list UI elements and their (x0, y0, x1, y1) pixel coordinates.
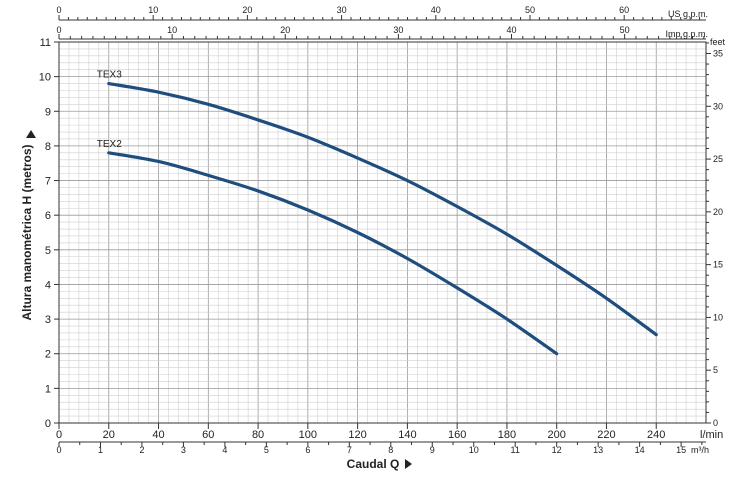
top-us-tick-label: 10 (148, 5, 158, 15)
bottom-m3h-tick-label: 11 (511, 445, 520, 455)
y-tick-label: 0 (45, 418, 51, 430)
y-tick-label: 10 (39, 72, 51, 84)
x-tick-label: 20 (103, 429, 115, 441)
top-us-unit: US g.p.m. (668, 9, 708, 19)
top-us-tick-label: 40 (431, 5, 441, 15)
right-feet-tick-label: 35 (713, 48, 723, 58)
series-line-tex3 (107, 81, 658, 337)
top-us-tick-label: 0 (56, 5, 61, 15)
x-tick-label: 40 (152, 429, 164, 441)
x-tick-label: 140 (398, 429, 416, 441)
bottom-m3h-tick-label: 12 (552, 445, 562, 455)
series (107, 81, 658, 356)
y-tick-label: 5 (45, 245, 51, 257)
y-tick-label: 3 (45, 314, 51, 326)
bottom-m3h-tick-label: 7 (347, 445, 352, 455)
y-tick-label: 7 (45, 176, 51, 188)
x-tick-label: 60 (202, 429, 214, 441)
right-feet-tick-label: 30 (713, 101, 723, 111)
top-imp-tick-label: 30 (393, 25, 403, 35)
x-tick-label: 0 (56, 429, 62, 441)
bottom-m3h-tick-label: 13 (593, 445, 603, 455)
y-axis-arrow-icon (26, 130, 36, 138)
right-feet-tick-label: 0 (713, 418, 718, 428)
right-feet-tick-label: 10 (713, 312, 723, 322)
right-feet-tick-label: 15 (713, 260, 723, 270)
y-tick-label: 11 (40, 37, 51, 49)
bottom-m3h-tick-label: 2 (139, 445, 144, 455)
bottom-m3h-tick-label: 9 (430, 445, 435, 455)
right-feet-unit: feet (710, 37, 726, 47)
series-label-tex3: TEX3 (97, 70, 122, 81)
x-tick-label: 100 (299, 429, 317, 441)
x-tick-label: 120 (348, 429, 366, 441)
y-tick-label: 8 (45, 141, 51, 153)
bottom-m3h-tick-label: 15 (676, 445, 686, 455)
y-tick-label: 9 (45, 106, 51, 118)
bottom-m3h-tick-label: 5 (264, 445, 269, 455)
x-tick-label: 160 (448, 429, 466, 441)
y-tick-label: 6 (45, 210, 51, 222)
top-imp-tick-label: 50 (620, 25, 630, 35)
bottom-m3h-tick-label: 3 (181, 445, 186, 455)
x-tick-label: 220 (597, 429, 615, 441)
plot-frame (58, 41, 707, 424)
top-imp-tick-label: 20 (280, 25, 290, 35)
top-us-tick-label: 60 (619, 5, 629, 15)
right-feet-tick-label: 20 (713, 207, 723, 217)
right-feet-tick-label: 25 (713, 154, 723, 164)
x-tick-label: 180 (498, 429, 516, 441)
y-tick-label: 1 (45, 383, 51, 395)
top-us-tick-label: 20 (242, 5, 252, 15)
right-feet-tick-label: 5 (713, 365, 718, 375)
x-tick-label: 200 (548, 429, 566, 441)
bottom-m3h-tick-label: 14 (635, 445, 645, 455)
x-tick-label: 240 (647, 429, 665, 441)
y-axis-title: Altura manométrica H (metros) (20, 144, 34, 320)
grid (58, 41, 707, 424)
top-imp-tick-label: 0 (56, 25, 61, 35)
x-unit-label: l/min (700, 429, 723, 441)
series-label-tex2: TEX2 (97, 139, 122, 150)
top-us-tick-label: 30 (337, 5, 347, 15)
x-axis-arrow-icon (405, 459, 412, 469)
y-tick-label: 2 (45, 349, 51, 361)
axes: 0 20 40 60 80 100 120 140 160 180 200 220 240 l/min01… (39, 5, 726, 455)
bottom-m3h-unit: m³/h (691, 445, 709, 455)
y-tick-label: 4 (45, 279, 51, 291)
bottom-m3h-tick-label: 6 (305, 445, 310, 455)
top-us-tick-label: 50 (525, 5, 535, 15)
x-tick-label: 80 (252, 429, 264, 441)
top-imp-tick-label: 40 (507, 25, 517, 35)
bottom-m3h-tick-label: 8 (388, 445, 393, 455)
bottom-m3h-tick-label: 10 (469, 445, 479, 455)
x-axis-title: Caudal Q (347, 457, 400, 471)
bottom-m3h-tick-label: 0 (56, 445, 61, 455)
series-line-tex2 (107, 151, 559, 356)
bottom-m3h-tick-label: 1 (98, 445, 103, 455)
labels: Altura manométrica H (metros) Caudal Q TEX… (20, 70, 412, 471)
top-imp-tick-label: 10 (167, 25, 177, 35)
bottom-m3h-tick-label: 4 (222, 445, 227, 455)
top-imp-unit: Imp g.p.m. (665, 29, 708, 39)
